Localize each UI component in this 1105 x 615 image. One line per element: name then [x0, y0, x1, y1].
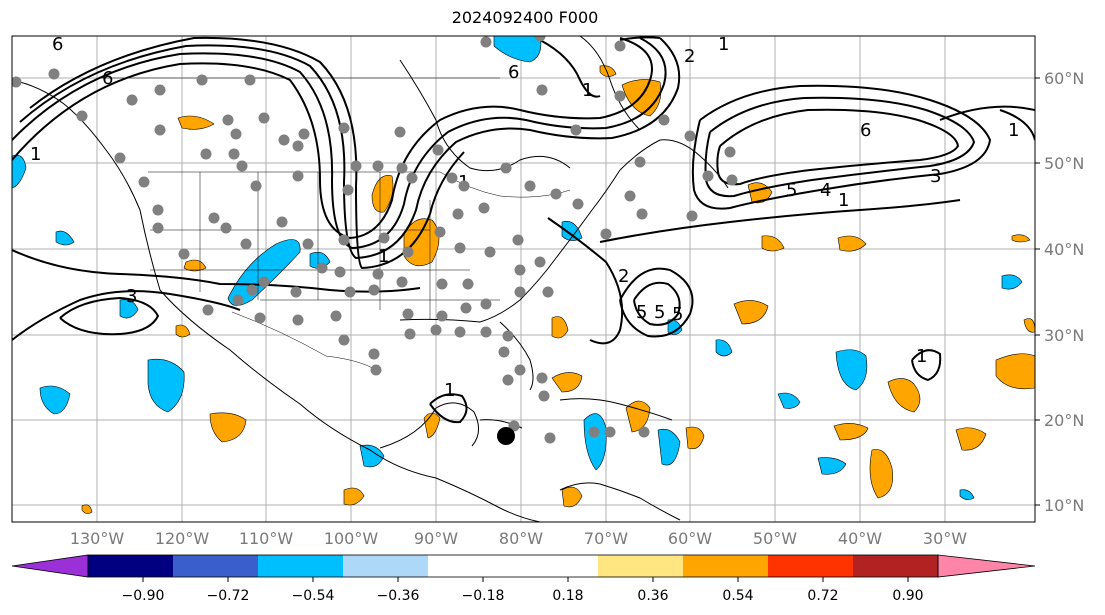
lon-label: 120°W	[155, 529, 210, 548]
lon-label: 80°W	[499, 529, 543, 548]
lat-label: 20°N	[1044, 411, 1084, 430]
colorbar-tick-label: 0.72	[807, 588, 838, 604]
contour-lines	[12, 36, 1035, 424]
contour-label: 5	[786, 180, 797, 201]
longitude-labels: 130°W 120°W 110°W 100°W 90°W 80°W 70°W 6…	[70, 529, 967, 548]
colorbar-tick-label: 0.90	[892, 588, 923, 604]
contour-label: 1	[30, 144, 41, 165]
colorbar-tick-label: −0.90	[122, 588, 165, 604]
lon-label: 90°W	[414, 529, 458, 548]
contour-label: 1	[916, 346, 927, 367]
map-frame	[11, 35, 1036, 523]
station-markers	[12, 36, 738, 444]
lat-label: 40°N	[1044, 240, 1084, 259]
lon-label: 40°W	[838, 529, 882, 548]
contour-label: 3	[126, 286, 137, 307]
coastlines	[12, 36, 729, 522]
colorbar-tick-label: −0.72	[207, 588, 250, 604]
contour-label: 1	[1008, 120, 1019, 141]
contour-label-group: 6 6 1 6 1 2 1 6 5 5 4 1 3 1 5 5 2 3 1 1 …	[30, 34, 1019, 401]
lon-label: 50°W	[753, 529, 797, 548]
colorbar-high-arrow	[937, 554, 1036, 578]
contour-label: 1	[378, 246, 389, 267]
colorbar-segment	[428, 555, 513, 577]
contour-label: 5	[672, 304, 683, 325]
contour-label: 2	[618, 266, 629, 287]
storm-center-marker	[497, 427, 515, 445]
colorbar-tick-label: −0.54	[292, 588, 335, 604]
lat-label: 30°N	[1044, 326, 1084, 345]
colorbar: −0.90 −0.72 −0.54 −0.36 −0.18 0.18 0.36 …	[11, 554, 1036, 604]
lon-label: 110°W	[239, 529, 294, 548]
colorbar-tick-label: 0.54	[722, 588, 753, 604]
colorbar-segment	[513, 555, 598, 577]
contour-label: 1	[582, 80, 593, 101]
contour-label: 3	[930, 166, 941, 187]
contour-label: 6	[102, 68, 113, 89]
lon-label: 30°W	[923, 529, 967, 548]
contour-label: 5	[636, 302, 647, 323]
colorbar-segment	[683, 555, 768, 577]
contour-label: 5	[654, 302, 665, 323]
contour-label: 6	[508, 62, 519, 83]
contour-label: 6	[52, 34, 63, 55]
map-area	[12, 36, 1035, 522]
lat-label: 60°N	[1044, 69, 1084, 88]
colorbar-tick-label: 0.36	[637, 588, 668, 604]
colorbar-tick-label: 0.18	[552, 588, 583, 604]
lat-label: 10°N	[1044, 496, 1084, 515]
contour-label: 1	[718, 34, 729, 55]
lat-label: 50°N	[1044, 154, 1084, 173]
lon-label: 60°W	[668, 529, 712, 548]
colorbar-segment	[88, 555, 173, 577]
contour-label: 2	[684, 46, 695, 67]
colorbar-segment	[173, 555, 258, 577]
colorbar-low-arrow	[11, 554, 89, 578]
contour-label: 1	[838, 190, 849, 211]
lon-label: 70°W	[584, 529, 628, 548]
contour-label: 1	[444, 380, 455, 401]
colorbar-tick-label: −0.36	[377, 588, 420, 604]
colorbar-segment	[853, 555, 938, 577]
colorbar-segment	[768, 555, 853, 577]
colorbar-segment	[258, 555, 343, 577]
colorbar-segment	[598, 555, 683, 577]
map-title: 2024092400 F000	[451, 8, 599, 27]
contour-label: 6	[860, 120, 871, 141]
lon-label: 100°W	[324, 529, 379, 548]
contour-label: 4	[820, 180, 831, 201]
latitude-labels: 60°N 50°N 40°N 30°N 20°N 10°N	[1035, 69, 1084, 515]
negative-anomaly-patches	[12, 36, 1023, 500]
colorbar-tick-label: −0.18	[462, 588, 505, 604]
lon-label: 130°W	[70, 529, 125, 548]
colorbar-segment	[343, 555, 428, 577]
